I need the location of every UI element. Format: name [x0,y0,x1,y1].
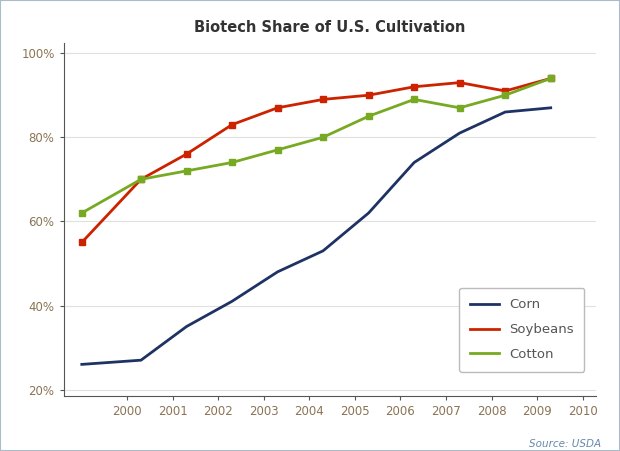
Cotton [183,168,190,174]
Corn [319,248,327,253]
Corn [410,160,418,165]
Cotton [502,92,509,98]
Soybeans [502,88,509,94]
Soybeans [228,122,236,127]
Soybeans [365,92,373,98]
Cotton [547,76,554,81]
Soybeans [274,105,281,110]
Soybeans [410,84,418,89]
Corn [228,299,236,304]
Corn [502,109,509,115]
Corn [78,362,86,367]
Legend: Corn, Soybeans, Cotton: Corn, Soybeans, Cotton [459,288,584,372]
Text: Source: USDA: Source: USDA [529,439,601,449]
Cotton [274,147,281,152]
Corn [274,269,281,275]
Soybeans [319,97,327,102]
Title: Biotech Share of U.S. Cultivation: Biotech Share of U.S. Cultivation [194,19,466,35]
Cotton [410,97,418,102]
Line: Cotton: Cotton [78,75,554,216]
Soybeans [456,80,463,85]
Soybeans [137,177,144,182]
Cotton [456,105,463,110]
Cotton [137,177,144,182]
Cotton [319,134,327,140]
Cotton [228,160,236,165]
Soybeans [547,76,554,81]
Line: Corn: Corn [82,108,551,364]
Corn [456,130,463,136]
Corn [547,105,554,110]
Corn [365,210,373,216]
Soybeans [78,239,86,245]
Line: Soybeans: Soybeans [78,75,554,246]
Corn [137,358,144,363]
Soybeans [183,152,190,157]
Cotton [365,114,373,119]
Corn [183,324,190,329]
Cotton [78,210,86,216]
